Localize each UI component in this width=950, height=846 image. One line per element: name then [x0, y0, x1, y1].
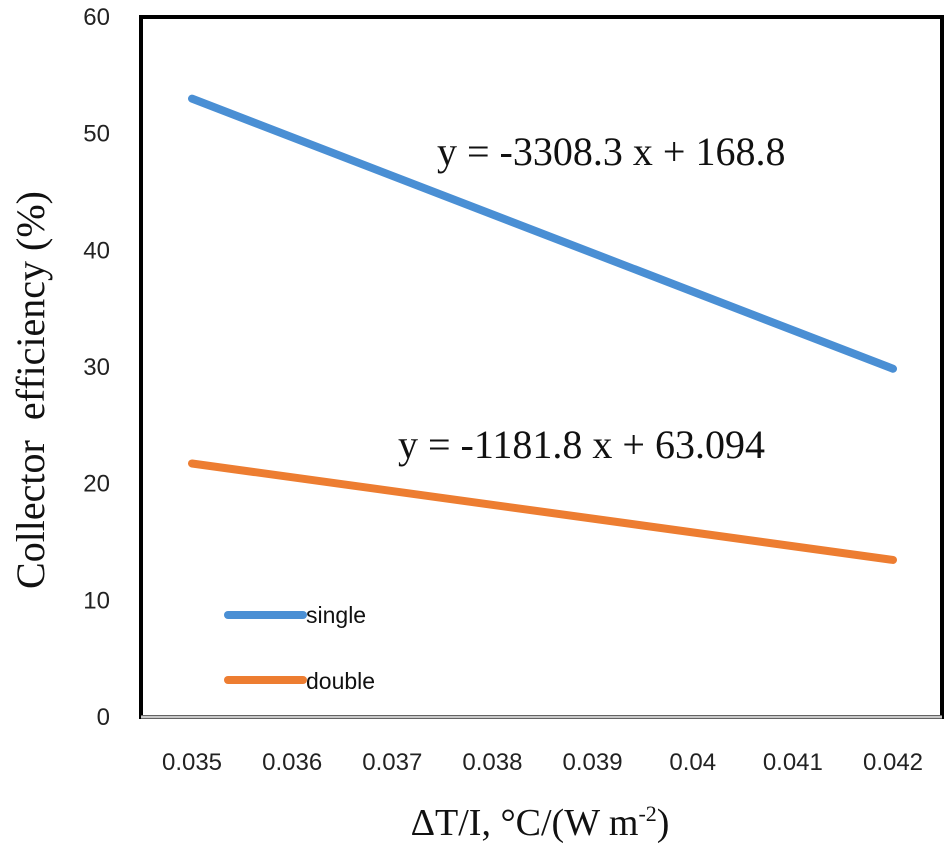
legend-label-double: double — [306, 668, 375, 694]
x-tick-label: 0.041 — [763, 749, 823, 776]
y-tick-label: 10 — [83, 587, 110, 614]
x-axis-label-sup: -2 — [638, 801, 656, 826]
x-tick-label: 0.037 — [362, 749, 422, 776]
x-tick-label: 0.042 — [863, 749, 923, 776]
x-tick-label: 0.039 — [563, 749, 623, 776]
series-line-single — [188, 94, 897, 373]
x-axis-label-close: ) — [657, 802, 670, 844]
legend: single double — [224, 602, 375, 694]
y-axis-label: Collector efficiency (%) — [8, 191, 53, 589]
y-tick-label: 20 — [83, 471, 110, 498]
y-tick-label: 60 — [83, 4, 110, 31]
equation-double: y = -1181.8 x + 63.094 — [398, 422, 765, 467]
x-tick-label: 0.036 — [262, 749, 322, 776]
x-tick-label: 0.04 — [669, 749, 716, 776]
x-axis-label-main: ΔT/I, °C/(W m — [411, 802, 639, 844]
x-axis-label: ΔT/I, °C/(W m-2) — [411, 801, 670, 844]
equation-single: y = -3308.3 x + 168.8 — [437, 129, 785, 174]
y-tick-label: 0 — [97, 704, 110, 731]
series-line-double — [188, 459, 897, 564]
legend-label-single: single — [306, 602, 366, 628]
y-tick-label: 40 — [83, 237, 110, 264]
x-tick-label: 0.038 — [462, 749, 522, 776]
y-tick-label: 50 — [83, 121, 110, 148]
x-tick-label: 0.035 — [162, 749, 222, 776]
y-tick-label: 30 — [83, 354, 110, 381]
